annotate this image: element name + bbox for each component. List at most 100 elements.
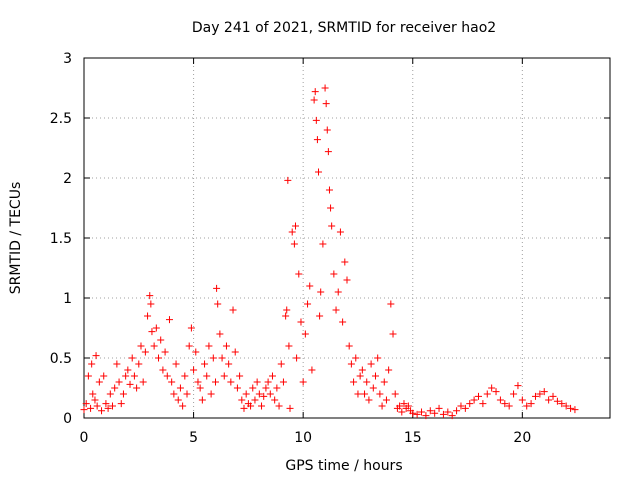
data-point xyxy=(187,324,195,332)
data-points xyxy=(80,84,579,420)
data-point xyxy=(371,372,379,380)
data-point xyxy=(266,390,274,398)
data-point xyxy=(308,366,316,374)
data-point xyxy=(87,404,95,412)
data-point xyxy=(229,306,237,314)
data-point xyxy=(553,397,561,405)
data-point xyxy=(174,396,182,404)
data-point xyxy=(400,400,408,408)
data-point xyxy=(496,396,504,404)
data-point xyxy=(286,404,294,412)
data-point xyxy=(251,396,259,404)
data-point xyxy=(439,410,447,418)
data-point xyxy=(558,400,566,408)
data-point xyxy=(470,396,478,404)
data-point xyxy=(100,372,108,380)
data-point xyxy=(291,222,299,230)
y-tick-label: 2 xyxy=(63,171,72,187)
data-point xyxy=(238,396,246,404)
data-point xyxy=(146,292,154,300)
data-point xyxy=(163,372,171,380)
data-point xyxy=(453,407,461,415)
data-point xyxy=(571,406,579,414)
data-point xyxy=(283,306,291,314)
data-point xyxy=(161,348,169,356)
data-point xyxy=(201,360,209,368)
data-point xyxy=(117,400,125,408)
data-point xyxy=(115,378,123,386)
data-point xyxy=(369,384,377,392)
data-point xyxy=(374,354,382,362)
data-point xyxy=(213,284,221,292)
data-point xyxy=(122,372,130,380)
data-point xyxy=(236,372,244,380)
x-tick-label: 15 xyxy=(404,430,422,446)
data-point xyxy=(212,378,219,386)
data-point xyxy=(363,378,371,386)
data-point xyxy=(304,300,312,308)
data-point xyxy=(144,312,152,320)
data-point xyxy=(227,378,235,386)
data-point xyxy=(311,88,319,96)
data-point xyxy=(258,402,266,410)
data-point xyxy=(262,384,270,392)
data-point xyxy=(268,372,276,380)
data-point xyxy=(396,402,404,410)
data-point xyxy=(84,372,92,380)
data-point xyxy=(119,390,127,398)
data-point xyxy=(260,392,268,400)
y-tick-labels: 0 0.5 1 1.5 2 2.5 3 xyxy=(50,51,72,427)
data-point xyxy=(130,372,138,380)
data-point xyxy=(290,240,298,248)
data-point xyxy=(218,354,226,362)
data-point xyxy=(310,96,318,104)
x-tick-label: 10 xyxy=(294,430,312,446)
data-point xyxy=(567,404,575,412)
data-point xyxy=(352,354,360,362)
y-tick-label: 1 xyxy=(63,291,72,307)
data-point xyxy=(339,318,347,326)
plot-frame xyxy=(83,57,611,419)
data-point xyxy=(341,258,349,266)
data-point xyxy=(328,222,336,230)
data-point xyxy=(113,360,121,368)
data-point xyxy=(205,342,213,350)
data-point xyxy=(98,407,106,415)
data-point xyxy=(135,360,143,368)
data-point xyxy=(448,412,456,420)
data-point xyxy=(185,342,193,350)
x-tick-label: 20 xyxy=(513,430,531,446)
data-point xyxy=(88,360,96,368)
y-axis-label: SRMTID / TECUs xyxy=(8,182,24,295)
data-point xyxy=(240,404,248,412)
data-point xyxy=(367,360,375,368)
data-point xyxy=(124,366,132,374)
data-point xyxy=(387,300,395,308)
data-point xyxy=(545,396,553,404)
data-point xyxy=(422,412,430,420)
data-point xyxy=(95,378,103,386)
data-point xyxy=(358,366,366,374)
data-point xyxy=(183,390,191,398)
data-point xyxy=(376,390,384,398)
y-tick-label: 0 xyxy=(63,411,72,427)
data-point xyxy=(220,372,228,380)
data-point xyxy=(323,126,331,134)
data-point xyxy=(361,390,369,398)
data-point xyxy=(102,400,110,408)
data-point xyxy=(242,390,250,398)
data-point xyxy=(82,400,90,408)
x-axis-label: GPS time / hours xyxy=(285,458,402,474)
data-point xyxy=(293,354,301,362)
data-point xyxy=(523,402,531,410)
data-point xyxy=(209,354,217,362)
data-point xyxy=(444,408,452,416)
data-point xyxy=(181,372,189,380)
data-point xyxy=(255,390,263,398)
data-point xyxy=(549,392,557,400)
data-point xyxy=(93,402,101,410)
data-point xyxy=(264,378,272,386)
data-point xyxy=(483,390,491,398)
x-tick-label: 0 xyxy=(80,430,89,446)
